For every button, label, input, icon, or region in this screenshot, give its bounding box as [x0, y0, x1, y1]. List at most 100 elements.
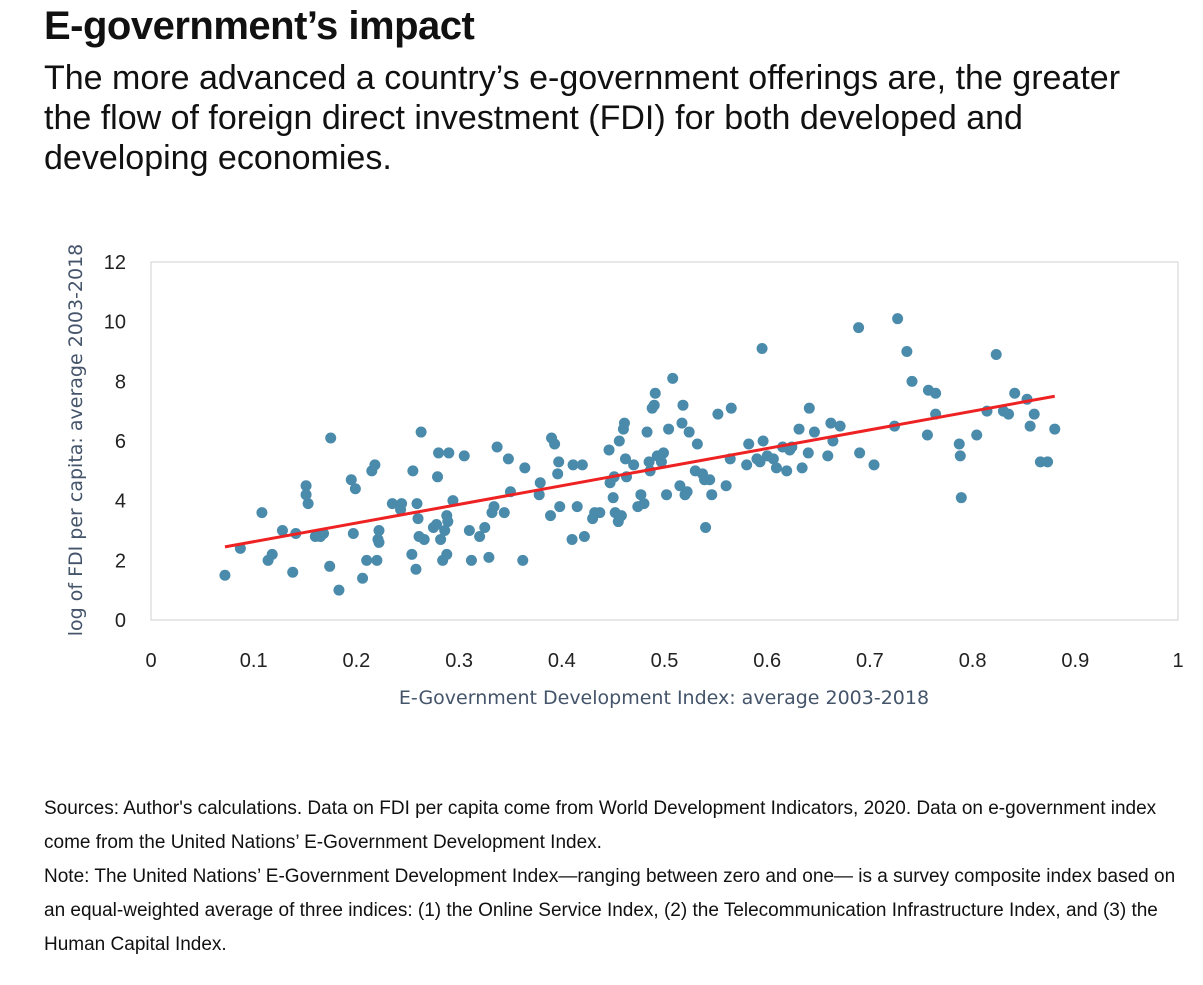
data-point	[533, 489, 545, 501]
data-point	[691, 438, 703, 450]
data-point	[411, 498, 423, 510]
data-point	[638, 498, 650, 510]
data-point	[373, 536, 385, 548]
data-point	[407, 465, 419, 477]
data-point	[635, 489, 647, 501]
data-point	[576, 459, 588, 471]
x-tick-label: 0.4	[548, 650, 576, 672]
data-point	[825, 417, 837, 429]
data-point	[534, 477, 546, 489]
data-point	[892, 313, 904, 325]
data-point	[345, 474, 357, 486]
y-tick-label: 0	[115, 610, 126, 632]
data-point	[661, 489, 673, 501]
data-point	[324, 560, 336, 572]
data-point	[770, 462, 782, 474]
data-point	[741, 459, 753, 471]
data-point	[442, 516, 454, 528]
y-tick-label: 4	[115, 491, 126, 513]
x-axis-ticks: 0 0.1 0.2 0.3 0.4 0.5 0.6 0.7 0.8 0.9 1	[145, 650, 1183, 672]
data-point	[700, 522, 712, 534]
data-point	[725, 402, 737, 414]
data-point	[412, 513, 424, 525]
x-tick-label: 0.5	[651, 650, 679, 672]
data-point	[578, 530, 590, 542]
data-point	[901, 346, 913, 357]
y-tick-label: 2	[115, 550, 126, 572]
x-tick-label: 0	[145, 650, 156, 672]
data-point	[676, 417, 688, 429]
data-point	[463, 525, 475, 536]
data-point	[349, 483, 361, 495]
data-point	[808, 426, 820, 438]
x-tick-label: 0.1	[240, 650, 268, 672]
data-point	[853, 322, 865, 334]
data-point	[628, 459, 640, 471]
data-point	[681, 486, 693, 498]
data-point	[667, 372, 679, 384]
data-point	[906, 375, 918, 387]
data-point	[1042, 456, 1054, 468]
data-point	[643, 456, 655, 468]
data-point	[465, 554, 477, 566]
data-point	[663, 423, 675, 435]
x-tick-label: 0.8	[959, 650, 987, 672]
data-point	[371, 554, 383, 566]
data-point	[447, 495, 459, 507]
data-point	[796, 462, 808, 474]
data-point	[1049, 423, 1061, 435]
data-point	[822, 450, 834, 462]
data-point	[1028, 408, 1040, 420]
data-point	[743, 438, 755, 450]
data-point	[502, 453, 514, 465]
data-point	[953, 438, 965, 450]
data-point	[594, 507, 606, 519]
data-point	[712, 408, 724, 420]
data-point	[276, 525, 288, 536]
data-point	[474, 530, 486, 542]
footnotes: Sources: Author's calculations. Data on …	[44, 792, 1184, 962]
data-point	[488, 501, 500, 513]
data-point	[373, 525, 385, 536]
data-point	[1003, 408, 1015, 420]
data-point	[256, 507, 268, 519]
data-point	[618, 417, 630, 429]
data-point	[406, 548, 418, 560]
data-point	[757, 435, 769, 447]
data-point	[333, 584, 345, 596]
data-point	[302, 498, 314, 510]
data-point	[704, 474, 716, 486]
data-point	[435, 533, 447, 545]
data-point	[433, 447, 445, 459]
x-tick-label: 0.2	[342, 650, 370, 672]
data-point	[443, 447, 455, 459]
data-point	[498, 507, 510, 519]
data-point	[868, 459, 880, 471]
data-point	[649, 387, 661, 399]
x-tick-label: 1	[1172, 650, 1183, 672]
data-point	[219, 569, 231, 581]
data-point	[834, 420, 846, 432]
x-tick-label: 0.7	[856, 650, 884, 672]
data-point	[930, 387, 942, 399]
data-point	[439, 525, 451, 536]
data-point	[921, 429, 933, 441]
data-point	[990, 348, 1002, 360]
y-tick-label: 12	[104, 252, 126, 274]
x-tick-label: 0.6	[753, 650, 781, 672]
data-point	[566, 533, 578, 545]
data-point	[683, 426, 695, 438]
data-point	[1009, 387, 1021, 399]
trendline	[224, 394, 1056, 549]
data-point	[854, 447, 866, 459]
data-point	[677, 399, 689, 411]
data-point	[781, 465, 793, 477]
data-point	[357, 572, 369, 584]
y-tick-label: 8	[115, 371, 126, 393]
data-point	[793, 423, 805, 435]
data-point	[432, 471, 444, 483]
data-point	[386, 498, 398, 510]
data-point	[458, 450, 470, 462]
scatter-chart: 0 0.1 0.2 0.3 0.4 0.5 0.6 0.7 0.8 0.9 1 024681012 …	[65, 244, 1184, 709]
data-point	[955, 492, 967, 504]
